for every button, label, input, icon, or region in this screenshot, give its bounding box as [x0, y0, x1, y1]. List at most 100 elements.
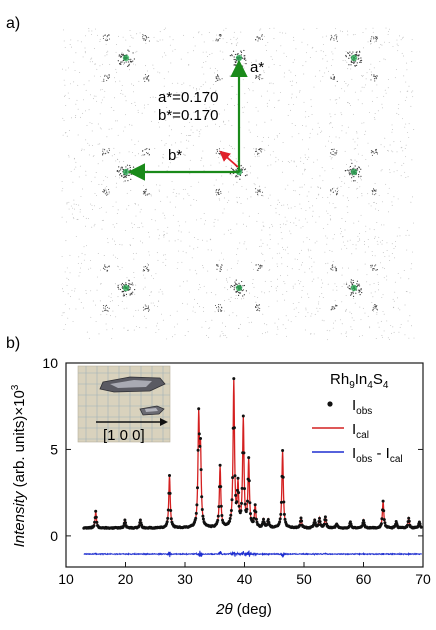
obs-point [217, 505, 221, 509]
obs-point [194, 516, 198, 520]
panel-a-label: a) [6, 15, 20, 32]
obs-point [218, 463, 222, 467]
obs-point [240, 486, 244, 490]
obs-point [201, 514, 205, 518]
obs-point [243, 487, 246, 491]
legend-label-obs: Iobs [352, 397, 372, 417]
obs-point [362, 519, 365, 522]
x-tick-label: 10 [58, 571, 74, 587]
obs-point [313, 518, 317, 522]
obs-point [219, 504, 223, 508]
b-star-label: b* [168, 147, 182, 164]
obs-point [242, 451, 246, 455]
obs-point [279, 512, 283, 516]
series-points-obs [82, 377, 423, 530]
obs-point [124, 521, 127, 525]
x-tick-label: 60 [356, 571, 372, 587]
obs-point [137, 524, 141, 528]
x-tick-labels: 10 20 30 40 50 60 70 [58, 571, 431, 587]
obs-point [262, 517, 265, 521]
obs-point [379, 522, 383, 526]
obs-point [216, 518, 220, 522]
y-axis-label-unit: (arb. units)×10 [11, 390, 28, 491]
b-star-value: b*=0.170 [158, 107, 218, 124]
obs-point [234, 493, 238, 497]
xrd-chart: 10 20 30 40 50 60 70 0 5 10 [42, 355, 431, 587]
direction-label: [1 0 0] [103, 427, 145, 444]
obs-point [278, 520, 282, 524]
y-axis-label-italic: Intensity [11, 490, 28, 547]
obs-point [312, 523, 315, 527]
obs-point [246, 499, 249, 503]
obs-point [232, 426, 236, 430]
obs-point [253, 503, 257, 507]
legend-marker-obs [327, 401, 333, 407]
obs-point [199, 468, 203, 472]
obs-point [279, 500, 283, 504]
obs-point [248, 501, 252, 505]
obs-point [239, 509, 243, 513]
obs-point [383, 521, 387, 525]
obs-point [362, 521, 366, 525]
x-tick-label: 50 [296, 571, 312, 587]
obs-point [323, 515, 327, 519]
x-axis-label-italic: 2θ [215, 601, 232, 618]
obs-point [228, 517, 232, 520]
obs-point [347, 524, 351, 528]
y-tick-label: 5 [50, 441, 58, 457]
obs-point [233, 474, 237, 478]
obs-point [123, 518, 127, 522]
x-tick-label: 40 [237, 571, 253, 587]
obs-point [195, 503, 199, 507]
obs-point [221, 518, 224, 522]
obs-point [418, 522, 422, 526]
obs-point [281, 475, 285, 479]
obs-point [196, 448, 200, 452]
obs-point [199, 437, 202, 440]
obs-point [360, 524, 364, 528]
obs-point [194, 511, 198, 515]
obs-point [419, 525, 423, 529]
obs-point [243, 502, 247, 506]
obs-point [216, 514, 220, 518]
obs-point [235, 500, 239, 504]
obs-point [197, 407, 201, 411]
obs-point [247, 479, 251, 483]
obs-point [168, 474, 171, 477]
obs-point [219, 485, 223, 489]
legend-label-diff: Iobs - Ical [352, 445, 403, 465]
obs-point [265, 523, 269, 526]
obs-point [407, 519, 411, 523]
panel-b-label: b) [6, 335, 20, 352]
obs-point [232, 377, 236, 381]
obs-point [236, 476, 240, 480]
obs-point [237, 491, 241, 495]
y-axis-label-sup: 3 [10, 384, 21, 390]
obs-point [245, 507, 249, 511]
small-vector-arrow [219, 150, 239, 168]
obs-point [322, 522, 326, 526]
obs-point [228, 519, 232, 523]
crystal-inset: [1 0 0] [77, 365, 171, 444]
obs-point [92, 524, 96, 528]
obs-point [200, 495, 204, 499]
obs-point [254, 510, 258, 514]
a-star-value: a*=0.170 [158, 89, 218, 106]
obs-point [300, 519, 304, 523]
reciprocal-vectors [127, 59, 248, 181]
y-tick-label: 0 [50, 528, 58, 544]
obs-point [247, 456, 251, 460]
plot-frame [65, 362, 424, 568]
obs-point [196, 486, 199, 490]
obs-point [298, 523, 302, 527]
obs-point [278, 517, 282, 521]
inset-grid [78, 366, 170, 442]
obs-point [266, 518, 270, 521]
obs-point [318, 516, 321, 520]
obs-point [316, 523, 320, 527]
obs-point [251, 519, 255, 523]
obs-point [282, 500, 286, 504]
obs-point [407, 516, 411, 520]
obs-point [94, 515, 98, 519]
legend: Iobs Ical Iobs - Ical [312, 397, 403, 465]
